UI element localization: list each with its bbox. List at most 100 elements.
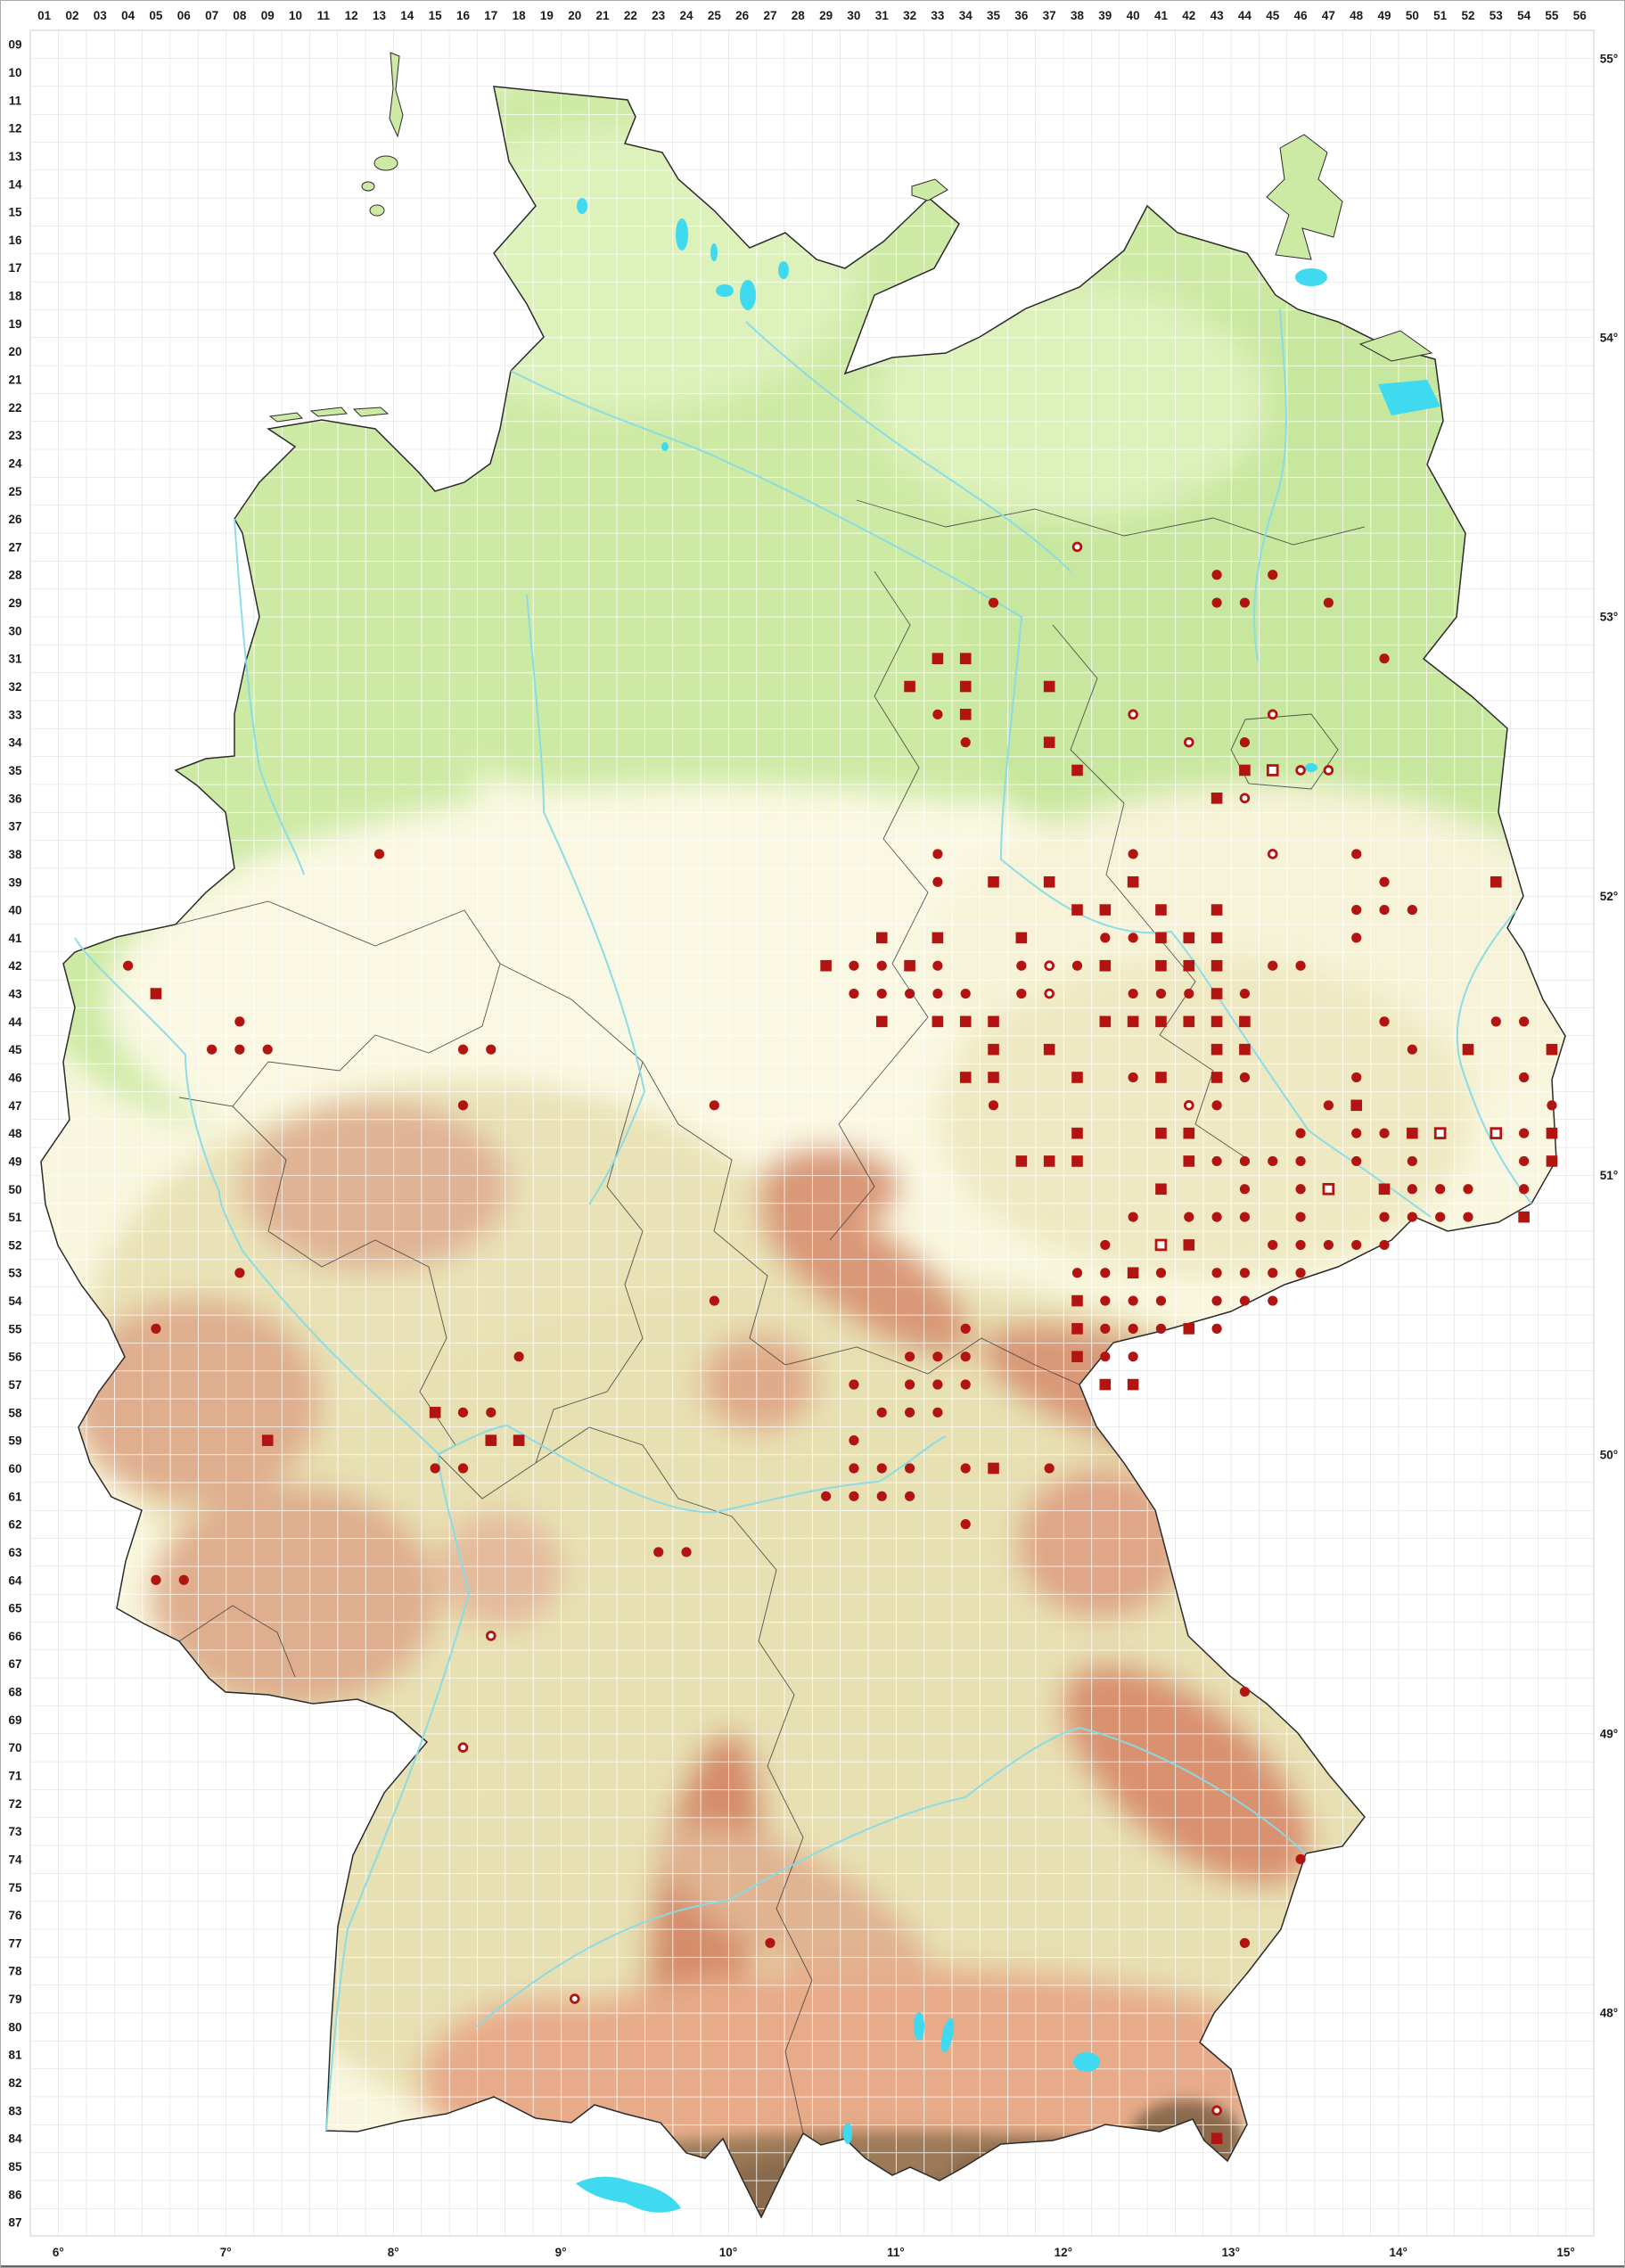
marker-filled-square[interactable]: [932, 932, 944, 944]
marker-filled-circle[interactable]: [1268, 1268, 1278, 1278]
marker-filled-circle[interactable]: [1519, 1155, 1530, 1167]
marker-filled-circle[interactable]: [960, 1352, 971, 1362]
marker-filled-circle[interactable]: [932, 1407, 943, 1418]
marker-filled-circle[interactable]: [849, 988, 859, 999]
marker-filled-square[interactable]: [1211, 988, 1223, 999]
marker-filled-square[interactable]: [1127, 1015, 1139, 1028]
marker-filled-square[interactable]: [959, 1072, 972, 1083]
marker-filled-square[interactable]: [1407, 1127, 1418, 1139]
marker-filled-square[interactable]: [875, 932, 888, 944]
marker-filled-circle[interactable]: [1211, 1212, 1222, 1222]
marker-filled-circle[interactable]: [457, 1044, 469, 1055]
marker-filled-circle[interactable]: [1379, 653, 1390, 664]
marker-filled-circle[interactable]: [1351, 849, 1362, 859]
marker-filled-circle[interactable]: [1211, 1100, 1222, 1111]
marker-filled-circle[interactable]: [1155, 1268, 1167, 1278]
marker-filled-circle[interactable]: [709, 1295, 719, 1306]
marker-filled-square[interactable]: [1071, 764, 1083, 777]
marker-filled-square[interactable]: [1211, 959, 1223, 972]
marker-filled-circle[interactable]: [1323, 1239, 1334, 1251]
marker-filled-circle[interactable]: [1100, 1295, 1111, 1306]
marker-filled-square[interactable]: [1211, 2132, 1223, 2144]
marker-filled-circle[interactable]: [1407, 1184, 1417, 1195]
marker-filled-square[interactable]: [1518, 1211, 1530, 1223]
marker-open-circle[interactable]: [457, 1742, 469, 1753]
marker-filled-circle[interactable]: [1071, 1268, 1083, 1278]
marker-filled-circle[interactable]: [1268, 960, 1278, 971]
marker-filled-circle[interactable]: [932, 960, 943, 971]
marker-filled-square[interactable]: [1099, 904, 1112, 916]
marker-open-circle[interactable]: [1267, 709, 1278, 720]
marker-filled-circle[interactable]: [1184, 988, 1194, 999]
marker-filled-circle[interactable]: [1463, 1212, 1473, 1222]
marker-filled-square[interactable]: [1155, 1183, 1167, 1196]
marker-filled-square[interactable]: [1099, 1015, 1112, 1028]
marker-filled-circle[interactable]: [1128, 1072, 1138, 1083]
marker-filled-square[interactable]: [988, 875, 999, 888]
marker-filled-square[interactable]: [261, 1434, 274, 1446]
marker-open-circle[interactable]: [1211, 2105, 1222, 2116]
marker-filled-circle[interactable]: [1435, 1184, 1446, 1195]
marker-filled-circle[interactable]: [1016, 988, 1027, 999]
marker-filled-circle[interactable]: [932, 876, 943, 887]
marker-filled-circle[interactable]: [234, 1016, 245, 1027]
marker-filled-circle[interactable]: [876, 960, 887, 971]
marker-filled-circle[interactable]: [1155, 1323, 1167, 1334]
marker-filled-circle[interactable]: [1211, 597, 1222, 608]
marker-filled-circle[interactable]: [151, 1574, 161, 1585]
marker-filled-square[interactable]: [1155, 904, 1167, 916]
marker-filled-square[interactable]: [513, 1434, 525, 1446]
marker-filled-square[interactable]: [1239, 1043, 1251, 1056]
marker-filled-circle[interactable]: [457, 1463, 469, 1474]
marker-filled-square[interactable]: [1043, 736, 1055, 748]
marker-filled-circle[interactable]: [234, 1268, 245, 1278]
marker-filled-circle[interactable]: [765, 1937, 776, 1949]
marker-filled-circle[interactable]: [988, 1100, 999, 1111]
marker-filled-circle[interactable]: [373, 849, 385, 859]
marker-filled-circle[interactable]: [1100, 1352, 1111, 1362]
marker-filled-circle[interactable]: [1295, 1128, 1306, 1138]
marker-filled-circle[interactable]: [960, 737, 971, 748]
marker-filled-circle[interactable]: [1435, 1212, 1446, 1222]
marker-filled-square[interactable]: [150, 988, 162, 999]
marker-filled-circle[interactable]: [1100, 1268, 1111, 1278]
marker-open-square[interactable]: [1322, 1182, 1335, 1196]
marker-filled-circle[interactable]: [1239, 1072, 1251, 1083]
marker-filled-circle[interactable]: [1184, 1212, 1194, 1222]
marker-filled-circle[interactable]: [1407, 1212, 1417, 1222]
marker-filled-circle[interactable]: [1128, 933, 1138, 943]
marker-filled-circle[interactable]: [681, 1547, 692, 1557]
marker-filled-square[interactable]: [904, 680, 915, 693]
marker-filled-circle[interactable]: [1211, 1295, 1222, 1306]
marker-filled-square[interactable]: [1211, 1072, 1223, 1083]
marker-filled-circle[interactable]: [1295, 1212, 1306, 1222]
marker-filled-circle[interactable]: [1071, 960, 1083, 971]
marker-filled-circle[interactable]: [960, 1519, 971, 1530]
marker-filled-square[interactable]: [988, 1015, 999, 1028]
marker-filled-square[interactable]: [1183, 1323, 1195, 1335]
marker-filled-square[interactable]: [1211, 793, 1223, 804]
marker-open-circle[interactable]: [1323, 765, 1334, 776]
marker-filled-square[interactable]: [988, 1043, 999, 1056]
marker-filled-circle[interactable]: [1211, 1323, 1222, 1334]
marker-open-square[interactable]: [1266, 764, 1279, 777]
marker-filled-circle[interactable]: [1519, 1128, 1530, 1138]
marker-filled-circle[interactable]: [262, 1044, 273, 1055]
marker-filled-circle[interactable]: [1379, 876, 1390, 887]
marker-filled-circle[interactable]: [653, 1547, 664, 1557]
marker-filled-square[interactable]: [1183, 1127, 1195, 1139]
marker-filled-circle[interactable]: [1295, 1155, 1306, 1167]
marker-open-circle[interactable]: [1044, 988, 1055, 999]
marker-filled-circle[interactable]: [1211, 1268, 1222, 1278]
marker-filled-circle[interactable]: [1351, 1128, 1362, 1138]
marker-filled-square[interactable]: [1546, 1127, 1558, 1139]
marker-filled-square[interactable]: [1043, 680, 1055, 693]
marker-filled-square[interactable]: [1071, 1072, 1083, 1083]
marker-filled-square[interactable]: [1015, 932, 1028, 944]
marker-open-square[interactable]: [1154, 1238, 1168, 1252]
marker-filled-square[interactable]: [1127, 1378, 1139, 1391]
marker-filled-square[interactable]: [1155, 1127, 1167, 1139]
marker-filled-circle[interactable]: [1239, 1268, 1251, 1278]
marker-filled-circle[interactable]: [960, 1323, 971, 1334]
